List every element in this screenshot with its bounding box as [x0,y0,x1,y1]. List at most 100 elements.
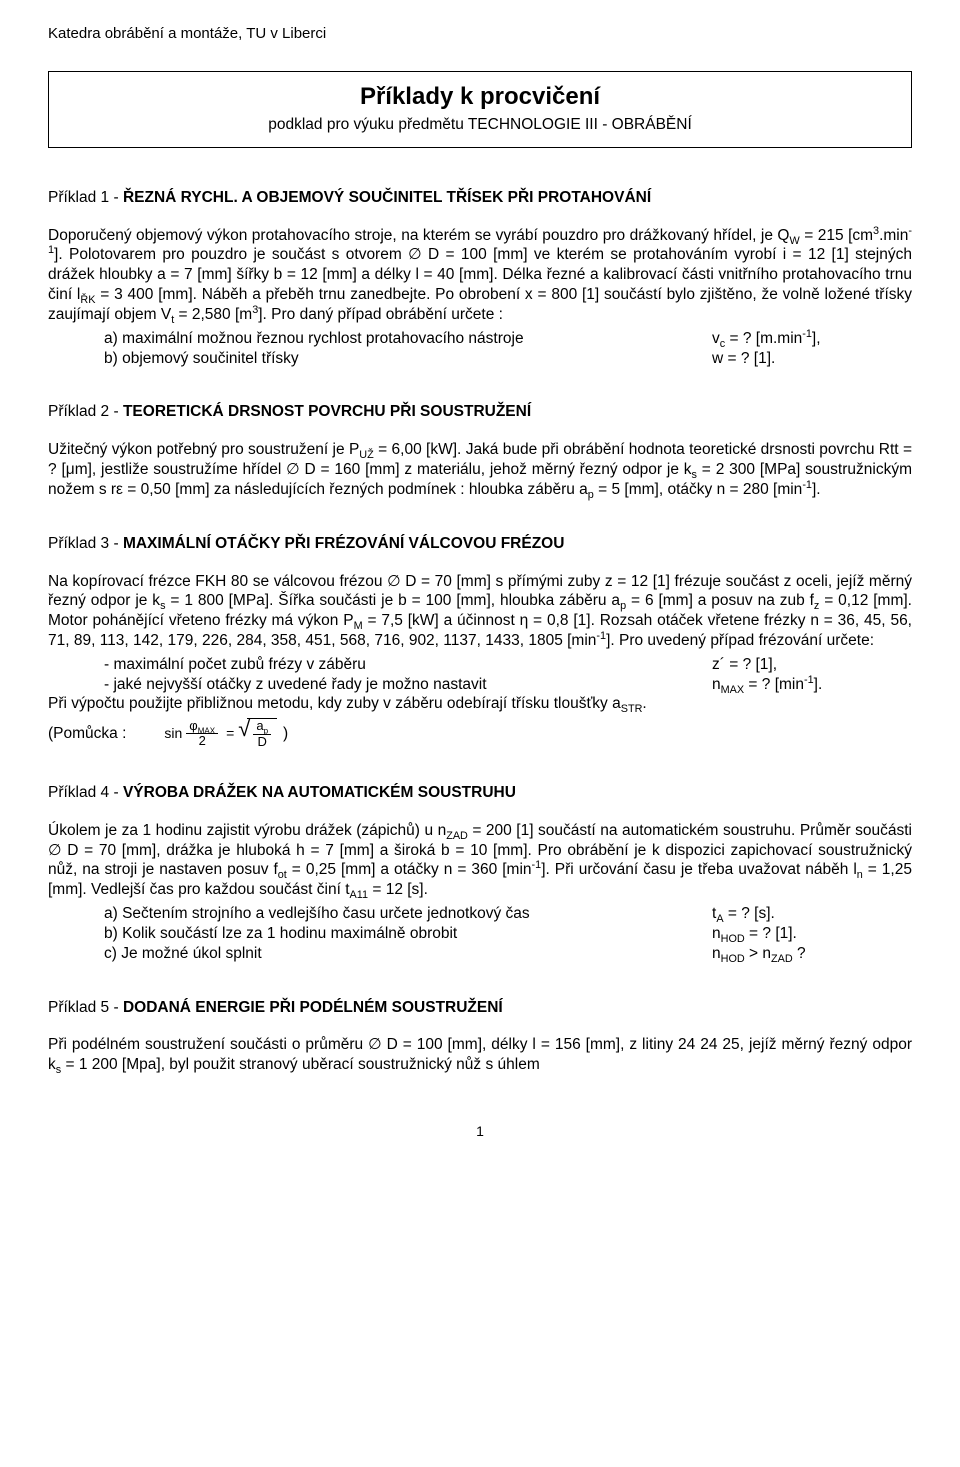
ex4-t1: Úkolem je za 1 hodinu zajistit výrobu dr… [48,822,446,839]
title-box: Příklady k procvičení podklad pro výuku … [48,71,912,148]
ex3-l2-sup: -1 [804,673,814,685]
ex3-sup-1: -1 [596,630,606,642]
ex5-heading-prefix: Příklad 5 - [48,999,123,1016]
ex1-a-right: vc = ? [m.min-1], [712,329,912,349]
ex3-ap-a: a [256,718,263,733]
ex4-c-mid: > n [745,945,771,962]
ex5-t2: = 1 200 [Mpa], byl použit stranový uběra… [61,1056,540,1073]
ex1-t3: .min [879,227,908,244]
ex4-answers: a) Sečtením strojního a vedlejšího času … [104,904,912,963]
ex3-phi-num: φMAX [186,719,218,734]
ex3-heading-prefix: Příklad 3 - [48,535,123,552]
ex4-b-right: nHOD = ? [1]. [712,924,912,944]
ex1-answers: a) maximální možnou řeznou rychlost prot… [104,329,912,369]
ex3-note-t: Při výpočtu použijte přibližnou metodu, … [48,695,621,712]
ex3-lines: - maximální počet zubů frézy v záběru z´… [104,655,912,695]
document-page: Katedra obrábění a montáže, TU v Liberci… [0,0,960,1201]
ex3-t2: = 1 800 [MPa]. Šířka součásti je b = 100… [165,592,620,609]
ex2-body: Užitečný výkon potřebný pro soustružení … [48,440,912,499]
ex1-t2: = 215 [cm [800,227,873,244]
ex4-c-sub2: ZAD [771,953,793,965]
ex3-heading-text: MAXIMÁLNÍ OTÁČKY PŘI FRÉZOVÁNÍ VÁLCOVOU … [123,535,564,552]
ex4-t4: ]. Při určování času je třeba uvažovat n… [541,861,857,878]
ex3-l1-right: z´ = ? [1], [712,655,912,675]
ex2-heading: Příklad 2 - TEORETICKÁ DRSNOST POVRCHU P… [48,402,912,422]
ex3-hint-label: (Pomůcka : [48,724,126,744]
ex3-l2-rest: = ? [min [744,676,804,693]
ex4-sup-1: -1 [532,859,542,871]
ex3-phi: φ [189,718,197,733]
title-subtitle: podklad pro výuku předmětu TECHNOLOGIE I… [65,115,895,135]
ex3-row-2: - jaké nejvyšší otáčky z uvedené řady je… [104,675,912,695]
ex3-sub-m: M [354,620,363,632]
ex3-l2-tail: ]. [814,676,823,693]
ex3-l2-right: nMAX = ? [min-1]. [712,675,912,695]
ex3-note: Při výpočtu použijte přibližnou metodu, … [48,694,912,714]
ex1-row-a: a) maximální možnou řeznou rychlost prot… [104,329,912,349]
ex1-a-tail: ], [812,330,821,347]
ex4-row-b: b) Kolik součástí lze za 1 hodinu maximá… [104,924,912,944]
ex4-a-left: a) Sečtením strojního a vedlejšího času … [104,904,712,924]
ex3-l2-max: MAX [721,684,745,696]
ex3-frac-phi: φMAX 2 [186,719,218,749]
ex3-l2-n: n [712,676,721,693]
ex2-t1: Užitečný výkon potřebný pro soustružení … [48,441,359,458]
ex4-row-c: c) Je možné úkol splnit nHOD > nZAD ? [104,944,912,964]
ex5-body: Při podélném soustružení součásti o prům… [48,1035,912,1075]
ex1-t1: Doporučený objemový výkon protahovacího … [48,227,790,244]
ex4-sub-ot: ot [278,869,287,881]
ex3-hint-tail: ) [283,724,288,744]
ex1-heading-text: ŘEZNÁ RYCHL. A OBJEMOVÝ SOUČINITEL TŘÍSE… [123,189,651,206]
ex1-a-vc-rest: = ? [m.min [725,330,802,347]
ex3-t6: ]. Pro uvedený případ frézování určete: [606,632,874,649]
ex2-heading-text: TEORETICKÁ DRSNOST POVRCHU PŘI SOUSTRUŽE… [123,403,531,420]
ex4-heading-text: VÝROBA DRÁŽEK NA AUTOMATICKÉM SOUSTRUHU [123,784,516,801]
ex4-t3: = 0,25 [mm] a otáčky n = 360 [min [287,861,532,878]
ex4-heading: Příklad 4 - VÝROBA DRÁŽEK NA AUTOMATICKÉ… [48,783,912,803]
ex4-heading-prefix: Příklad 4 - [48,784,123,801]
ex2-sup-1: -1 [802,479,812,491]
ex1-heading-prefix: Příklad 1 - [48,189,123,206]
ex3-t3: = 6 [mm] a posuv na zub f [626,592,814,609]
ex3-radicand: ap D [247,718,277,749]
ex4-sub-a11: A11 [350,889,369,901]
page-number: 1 [48,1123,912,1141]
ex4-c-left: c) Je možné úkol splnit [104,944,712,964]
ex4-a-right: tA = ? [s]. [712,904,912,924]
ex4-sub-zad: ZAD [446,830,468,842]
ex3-sin: sin [164,725,182,743]
ex1-heading: Příklad 1 - ŘEZNÁ RYCHL. A OBJEMOVÝ SOUČ… [48,188,912,208]
department-header: Katedra obrábění a montáže, TU v Liberci [48,24,912,43]
ex3-formula: (Pomůcka : sin φMAX 2 = √ ap D ) [48,718,912,749]
ex3-frac-ap: ap D [253,719,271,749]
ex4-c-sub1: HOD [721,953,745,965]
ex3-heading: Příklad 3 - MAXIMÁLNÍ OTÁČKY PŘI FRÉZOVÁ… [48,534,912,554]
ex4-b-rest: = ? [1]. [745,925,797,942]
ex5-heading: Příklad 5 - DODANÁ ENERGIE PŘI PODÉLNÉM … [48,998,912,1018]
ex4-row-a: a) Sečtením strojního a vedlejšího času … [104,904,912,924]
ex4-b-n: n [712,925,721,942]
ex3-note-dot: . [642,695,646,712]
ex1-sub-w: W [790,235,800,247]
ex2-t4: = 5 [mm], otáčky n = 280 [min [594,481,802,498]
ex4-c-right: nHOD > nZAD ? [712,944,912,964]
ex3-ap-num: ap [253,719,271,734]
ex4-c-n1: n [712,945,721,962]
ex3-sqrt: √ ap D [238,718,277,749]
ex3-phi-den: 2 [196,734,209,748]
ex1-b-left: b) objemový součinitel třísky [104,349,712,369]
ex1-t7: ]. Pro daný případ obrábění určete : [258,306,503,323]
ex4-body: Úkolem je za 1 hodinu zajistit výrobu dr… [48,821,912,900]
ex1-sub-rk: ŘK [80,294,95,306]
ex4-b-left: b) Kolik součástí lze za 1 hodinu maximá… [104,924,712,944]
ex1-body: Doporučený objemový výkon protahovacího … [48,226,912,325]
title-main: Příklady k procvičení [65,82,895,113]
ex1-a-left: a) maximální možnou řeznou rychlost prot… [104,329,712,349]
ex3-body: Na kopírovací frézce FKH 80 se válcovou … [48,572,912,651]
ex5-heading-text: DODANÁ ENERGIE PŘI PODÉLNÉM SOUSTRUŽENÍ [123,999,503,1016]
ex1-a-sup: -1 [802,328,812,340]
ex2-t5: ]. [812,481,821,498]
ex2-sub-uz: UŽ [359,449,373,461]
ex1-a-vc-v: v [712,330,720,347]
ex4-t6: = 12 [s]. [368,881,428,898]
